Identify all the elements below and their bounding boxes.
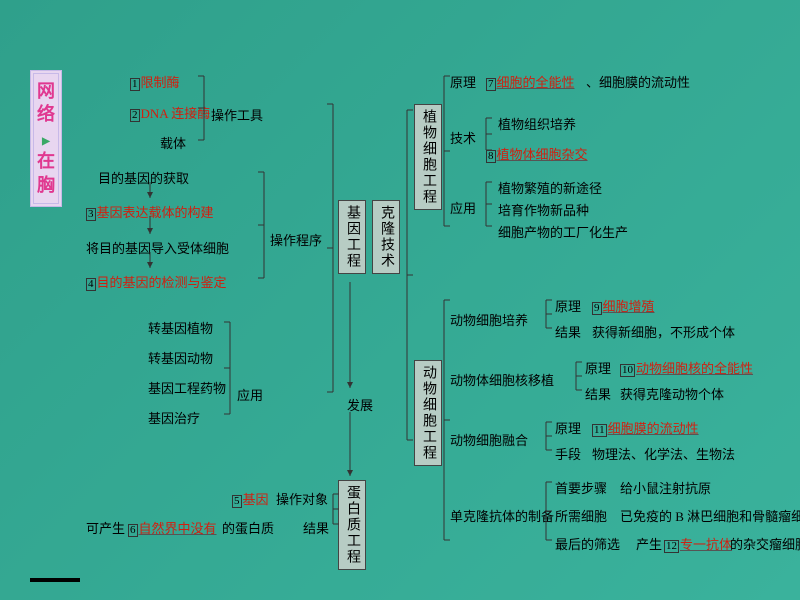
leaf-mab3a: 产生 (636, 534, 662, 553)
sidebar-title: 网络▶在胸 (30, 70, 62, 207)
leaf-pt1: 植物组织培养 (498, 114, 576, 133)
subhead-proc: 操作程序 (270, 230, 322, 249)
leaf-a2: 转基因动物 (148, 348, 213, 367)
subhead-mab_3: 最后的筛选 (555, 534, 620, 553)
leaf-a1: 转基因植物 (148, 318, 213, 337)
subhead-ac_nt_p: 原理 (585, 358, 611, 377)
leaf-mab3n: 12专一抗体 (664, 534, 732, 553)
subhead-result: 结果 (303, 518, 329, 537)
subhead-develop: 发展 (347, 395, 373, 414)
leaf-pa3: 细胞产物的工厂化生产 (498, 222, 628, 241)
center-animal: 动物细胞工程 (414, 360, 442, 466)
leaf-acf_m: 物理法、化学法、生物法 (592, 444, 735, 463)
leaf-mab3b: 的杂交瘤细胞 (730, 534, 800, 553)
center-plant: 植物细胞工程 (414, 104, 442, 210)
center-clone: 克隆技术 (372, 200, 400, 274)
leaf-acc_r: 获得新细胞，不形成个体 (592, 322, 735, 341)
leaf-mab2: 已免疫的 B 淋巴细胞和骨髓瘤细胞 (620, 506, 800, 525)
subhead-ac_nt_r: 结果 (585, 384, 611, 403)
subhead-ac_f_m: 手段 (555, 444, 581, 463)
center-gene: 基因工程 (338, 200, 366, 274)
leaf-mab1: 给小鼠注射抗原 (620, 478, 711, 497)
subhead-ac_fuse: 动物细胞融合 (450, 430, 528, 449)
leaf-t2a: 可产生 (86, 518, 125, 537)
leaf-pa1: 植物繁殖的新途径 (498, 178, 602, 197)
leaf-t2n: 6自然界中没有 (128, 518, 217, 537)
subhead-mab_2: 所需细胞 (555, 506, 607, 525)
leaf-a4: 基因治疗 (148, 408, 200, 427)
subhead-principle_p: 原理 (450, 72, 476, 91)
leaf-l2: 2DNA 连接酶 (130, 103, 210, 122)
leaf-l1: 1限制酶 (130, 72, 180, 91)
subhead-ac_c_r: 结果 (555, 322, 581, 341)
leaf-p3: 将目的基因导入受体细胞 (86, 238, 229, 257)
leaf-p2: 3基因表达载体的构建 (86, 202, 214, 221)
subhead-apply: 应用 (237, 385, 263, 404)
leaf-lv: 载体 (160, 133, 186, 152)
leaf-acf_p: 11细胞膜的流动性 (592, 418, 699, 437)
subhead-target: 操作对象 (276, 489, 328, 508)
subhead-mab: 单克隆抗体的制备 (450, 506, 554, 525)
subhead-ac_nt: 动物体细胞核移植 (450, 370, 554, 389)
subhead-tools: 操作工具 (211, 105, 263, 124)
leaf-acc_p: 9细胞增殖 (592, 296, 655, 315)
leaf-a3: 基因工程药物 (148, 378, 226, 397)
center-protein: 蛋白质工程 (338, 480, 366, 570)
diagram-canvas: 网络▶在胸基因工程克隆技术蛋白质工程植物细胞工程动物细胞工程操作工具操作程序应用… (0, 0, 800, 600)
subhead-tech_p: 技术 (450, 128, 476, 147)
subhead-ac_culture: 动物细胞培养 (450, 310, 528, 329)
leaf-t1: 5基因 (232, 489, 269, 508)
leaf-ant_r: 获得克隆动物个体 (620, 384, 724, 403)
subhead-mab_1: 首要步骤 (555, 478, 607, 497)
footer-bar (30, 578, 80, 582)
leaf-pp1b: 、细胞膜的流动性 (586, 72, 690, 91)
leaf-pt2: 8植物体细胞杂交 (486, 144, 588, 163)
leaf-pp1a: 7细胞的全能性 (486, 72, 575, 91)
leaf-t2b: 的蛋白质 (222, 518, 274, 537)
subhead-ac_c_p: 原理 (555, 296, 581, 315)
leaf-p1: 目的基因的获取 (98, 168, 189, 187)
leaf-ant_p: 10动物细胞核的全能性 (620, 358, 753, 377)
subhead-apply_p: 应用 (450, 198, 476, 217)
leaf-pa2: 培育作物新品种 (498, 200, 589, 219)
subhead-ac_f_p: 原理 (555, 418, 581, 437)
leaf-p4: 4目的基因的检测与鉴定 (86, 272, 227, 291)
